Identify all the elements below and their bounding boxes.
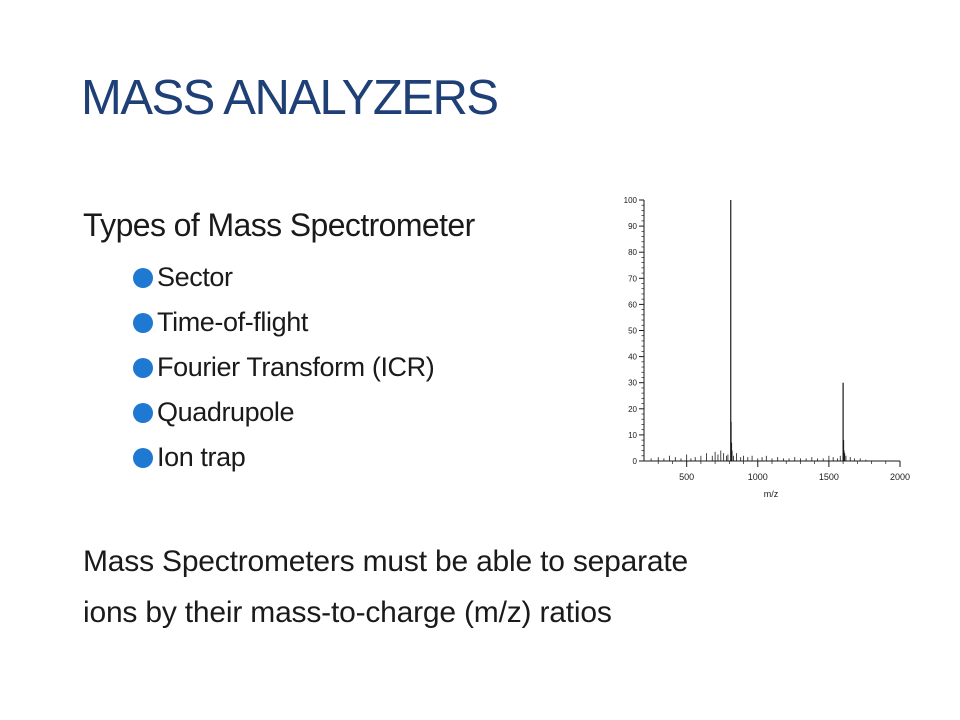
list-item-label: Sector xyxy=(157,262,233,292)
y-tick-label: 10 xyxy=(628,431,637,440)
list-item-fourier-transform: Fourier Transform (ICR) xyxy=(133,345,435,390)
chart-noise-peaks xyxy=(650,450,867,461)
chart-peaks xyxy=(730,200,846,461)
list-item-label: Ion trap xyxy=(157,442,246,472)
list-item-label: Fourier Transform (ICR) xyxy=(157,352,435,382)
bullet-dot-icon xyxy=(133,402,153,423)
x-tick-label: 1500 xyxy=(819,472,839,482)
mass-spectrum-chart: 0 10 20 30 40 50 60 70 80 90 100 500 1000 1500 2000 m/… xyxy=(624,196,910,499)
list-item-time-of-flight: Time-of-flight xyxy=(133,300,434,345)
y-tick-label: 70 xyxy=(628,274,637,283)
list-item-label: Time-of-flight xyxy=(157,307,308,337)
bullet-dot-icon xyxy=(133,357,153,378)
statement-text: Mass Spectrometers must be able to separ… xyxy=(83,536,688,638)
y-tick-label: 60 xyxy=(628,300,637,309)
y-tick-label: 50 xyxy=(628,327,637,336)
statement-line-1: Mass Spectrometers must be able to separ… xyxy=(83,545,689,578)
y-tick-label: 80 xyxy=(628,248,637,257)
bullet-dot-icon xyxy=(133,447,153,468)
y-tick-label: 40 xyxy=(628,353,637,362)
x-tick-label: 1000 xyxy=(748,472,768,482)
y-tick-label: 90 xyxy=(628,222,637,231)
bullet-dot-icon xyxy=(133,267,153,288)
x-tick-label: 500 xyxy=(679,472,694,482)
chart-axes: 0 10 20 30 40 50 60 70 80 90 100 500 1000 1500 2000 xyxy=(624,196,910,482)
y-tick-label: 100 xyxy=(624,196,638,205)
x-axis-label: m/z xyxy=(764,489,779,499)
x-tick-label: 2000 xyxy=(890,472,910,482)
list-item-label: Quadrupole xyxy=(157,397,295,427)
y-tick-label: 20 xyxy=(628,405,637,414)
y-tick-label: 30 xyxy=(628,379,637,388)
list-item-ion-trap: Ion trap xyxy=(133,435,434,480)
slide-title: MASS ANALYZERS xyxy=(81,71,499,125)
bullet-dot-icon xyxy=(133,312,153,333)
bullet-list: Sector Time-of-flight Fourier Transform … xyxy=(133,255,435,480)
list-item-quadrupole: Quadrupole xyxy=(133,390,434,435)
subheading: Types of Mass Spectrometer xyxy=(83,207,475,243)
list-item-sector: Sector xyxy=(133,255,434,300)
statement-line-2: ions by their mass-to-charge (m/z) ratio… xyxy=(83,596,612,629)
y-tick-label: 0 xyxy=(633,457,638,466)
